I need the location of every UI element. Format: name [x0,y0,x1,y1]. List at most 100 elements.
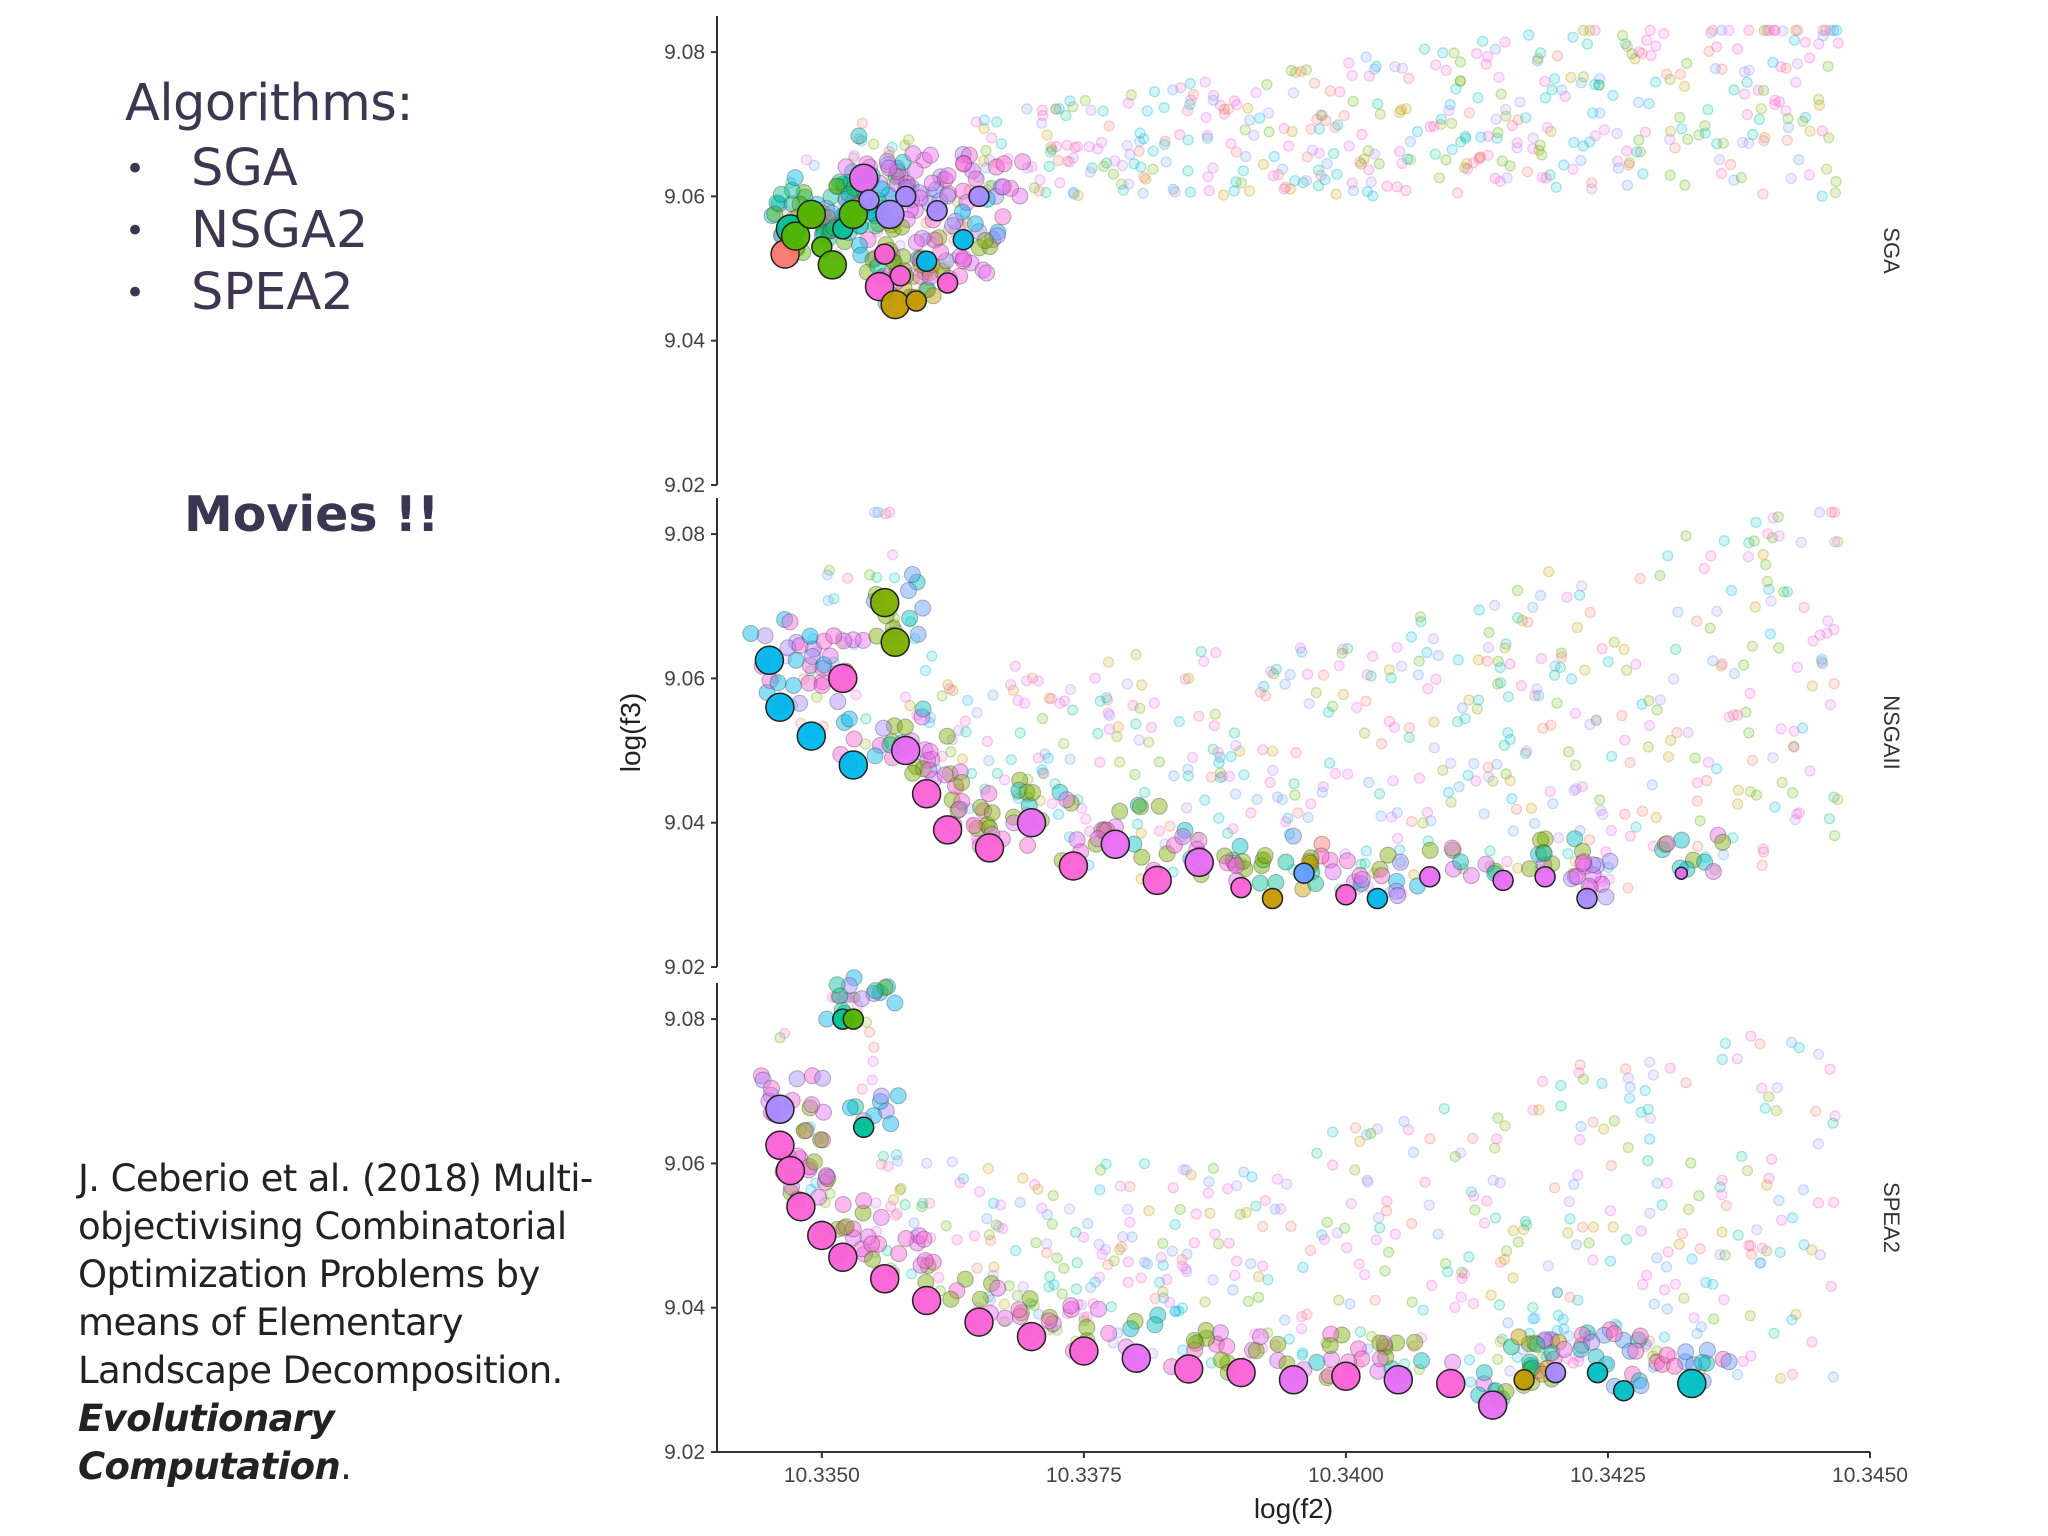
population-point [1102,707,1114,719]
population-point [946,212,964,230]
population-point [1832,37,1844,49]
population-point [1285,64,1297,77]
population-point [1694,815,1706,827]
population-point [1367,190,1379,202]
population-point [1656,1199,1668,1211]
population-point [1741,1165,1754,1177]
population-point [1536,830,1554,848]
population-point [797,1122,815,1139]
population-point [1727,709,1740,721]
population-point [1444,1353,1462,1371]
population-point [1056,1288,1068,1300]
population-point [1446,117,1458,130]
population-point [1482,771,1495,783]
population-point [1316,786,1328,799]
algorithm-item-sga: • SGA [125,138,368,200]
population-point [850,127,868,145]
population-point [1492,1112,1504,1124]
population-point [1593,875,1611,893]
population-point [975,802,993,820]
x-axis: 10.3350 10.3375 10.3400 10.3425 10.3450 [717,1451,1908,1487]
population-point [1284,668,1296,681]
population-point [1816,125,1829,137]
population-point [978,114,990,126]
population-point [788,1070,806,1088]
population-point [1444,860,1462,878]
population-point [1489,1212,1502,1224]
population-point [1052,808,1065,821]
population-point [937,252,955,270]
population-point [1428,120,1440,132]
population-point [1550,181,1562,193]
population-point [1081,1311,1093,1323]
population-point [1567,163,1579,175]
population-point [1312,847,1330,865]
population-point [1658,1284,1671,1296]
population-point [967,170,985,188]
population-point [1050,103,1062,115]
population-point [1289,66,1302,78]
front-point [1419,866,1441,888]
population-point [1135,827,1147,839]
front-point [780,221,811,251]
population-point [1825,506,1838,519]
population-point [880,159,898,177]
algorithm-item-nsga2: • NSGA2 [125,200,368,262]
population-point [903,566,921,583]
population-point [1268,150,1280,163]
population-point [1295,65,1307,78]
population-point [1368,63,1381,75]
population-point [1356,128,1368,140]
front-point [1016,807,1047,838]
population-point [1018,697,1031,709]
population-point [1058,791,1076,809]
population-point [1380,1205,1393,1217]
population-point [1011,789,1023,801]
population-point [766,205,784,223]
population-point [1078,1312,1090,1324]
population-point [1238,1166,1250,1178]
population-point [1141,105,1153,117]
population-point [1671,726,1683,739]
population-point [1102,1258,1114,1271]
population-point [1040,187,1052,199]
population-point [1782,112,1794,125]
population-point [1700,1276,1712,1289]
population-point [814,659,832,677]
population-point [1066,704,1079,716]
population-point [1239,124,1251,136]
population-point [877,1150,890,1163]
population-point [1566,830,1584,848]
population-point [1593,79,1605,91]
population-point [926,650,938,662]
population-point [1689,752,1701,764]
population-point [1639,1084,1651,1097]
population-point [1343,57,1355,69]
front-point [1383,1365,1414,1395]
population-point [1354,156,1366,168]
population-point [1658,1331,1671,1343]
population-point [1249,1328,1261,1340]
population-point [1360,845,1373,857]
population-point [1616,29,1629,42]
population-point [756,627,774,645]
population-point [1374,1222,1386,1234]
population-point [885,1200,897,1213]
population-point [1339,1222,1351,1234]
population-point [1234,745,1246,757]
population-point [1630,1372,1648,1390]
population-point [850,689,862,701]
population-point [908,1229,921,1241]
population-point [1257,1220,1269,1233]
population-point [1555,1100,1567,1112]
population-point [1376,1338,1394,1356]
population-point [1674,111,1686,124]
population-point [1263,107,1275,119]
population-point [904,699,916,712]
population-point [1695,1321,1707,1333]
population-point [1630,821,1642,833]
population-point [1640,1340,1652,1352]
population-point [1187,88,1200,101]
population-point [998,1298,1011,1310]
population-point [1558,1323,1570,1335]
